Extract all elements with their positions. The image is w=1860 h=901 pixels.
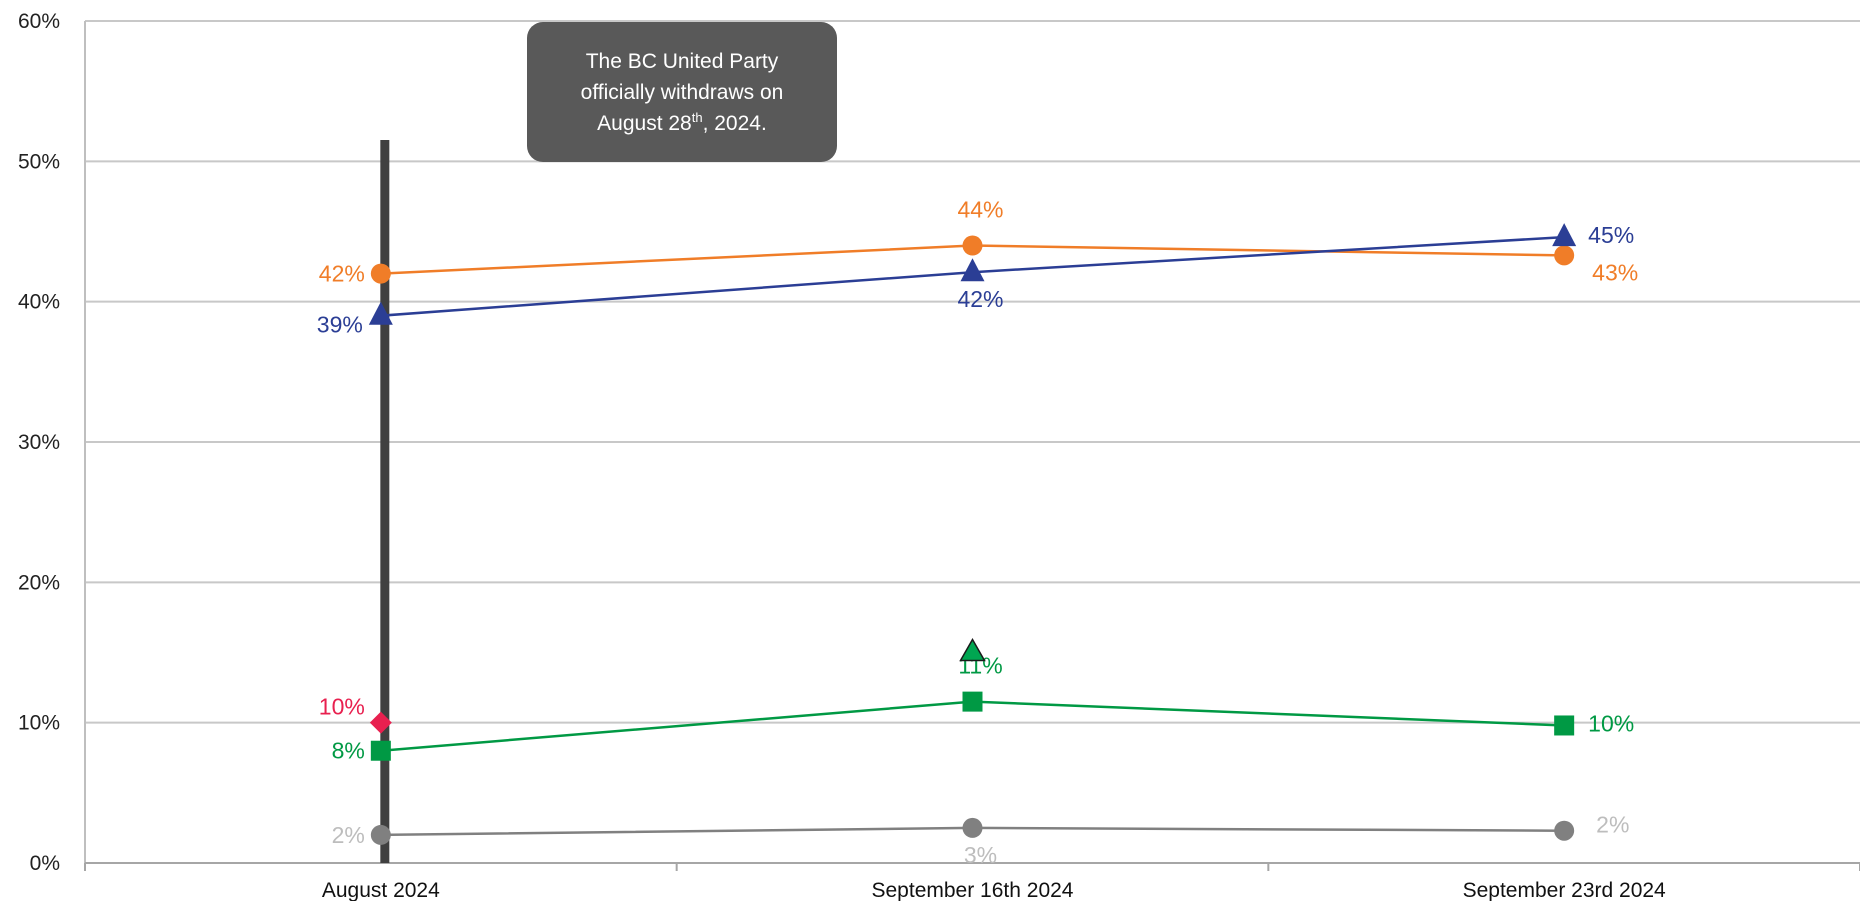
data-label: 8% (332, 738, 365, 764)
series-2: 39% 42% 45% (317, 222, 1634, 338)
data-label: 44% (957, 197, 1003, 223)
data-label: 10% (319, 694, 365, 720)
y-tick-label: 30% (18, 431, 60, 454)
marker-circle (1554, 820, 1575, 841)
marker-triangle (368, 301, 393, 325)
series-6 (959, 637, 986, 662)
data-label: 45% (1588, 222, 1634, 248)
y-tick-label: 50% (18, 150, 60, 173)
series-3: 8%11%10% (332, 653, 1635, 764)
y-tick-label: 10% (18, 712, 60, 735)
data-label: 43% (1592, 259, 1638, 285)
series-group: 42% 44% 43% 39% 42% 45% 8%11%10% 2% 3% 2% 10% (317, 197, 1638, 868)
marker-circle (370, 824, 391, 845)
annotation-callout: The BC United Party officially withdraws… (527, 22, 837, 162)
series-4: 2% 3% 2% (332, 812, 1630, 868)
annotation-line-3a: August 28 (597, 111, 692, 135)
marker-diamond (369, 711, 392, 734)
x-tick-label: September 16th 2024 (872, 879, 1074, 901)
marker-triangle (959, 637, 986, 662)
series-1: 42% 44% 43% (319, 197, 1638, 287)
marker-square (370, 740, 391, 761)
gridlines (84, 20, 1860, 864)
data-label: 42% (319, 261, 365, 287)
y-tick-label: 60% (18, 10, 60, 33)
x-tick-label: August 2024 (322, 879, 440, 901)
data-label: 2% (1596, 812, 1629, 838)
x-axis: August 2024 September 16th 2024 September … (84, 862, 1860, 901)
data-label: 2% (332, 822, 365, 848)
marker-triangle (960, 258, 985, 282)
series-5: 10% (319, 694, 392, 734)
marker-circle (370, 263, 391, 284)
data-label: 3% (964, 842, 997, 868)
data-label: 39% (317, 312, 363, 338)
marker-square (1554, 715, 1575, 736)
annotation-ordinal: th (691, 109, 703, 125)
annotation-line-3b: , 2024. (702, 111, 767, 135)
y-tick-label: 20% (18, 571, 60, 594)
data-label: 42% (957, 286, 1003, 312)
y-axis-ticks: 0% 10% 20% 30% 40% 50% 60% (18, 10, 60, 875)
marker-circle (962, 817, 983, 838)
marker-circle (962, 235, 983, 256)
marker-circle (1554, 245, 1575, 266)
marker-triangle (1552, 223, 1577, 247)
annotation-line-2: officially withdraws on (580, 80, 784, 104)
x-tick-label: September 23rd 2024 (1463, 879, 1666, 901)
data-label: 10% (1588, 710, 1634, 736)
y-tick-label: 0% (30, 852, 60, 875)
marker-square (962, 691, 983, 712)
y-tick-label: 40% (18, 291, 60, 314)
annotation-line-1: The BC United Party (585, 49, 779, 73)
